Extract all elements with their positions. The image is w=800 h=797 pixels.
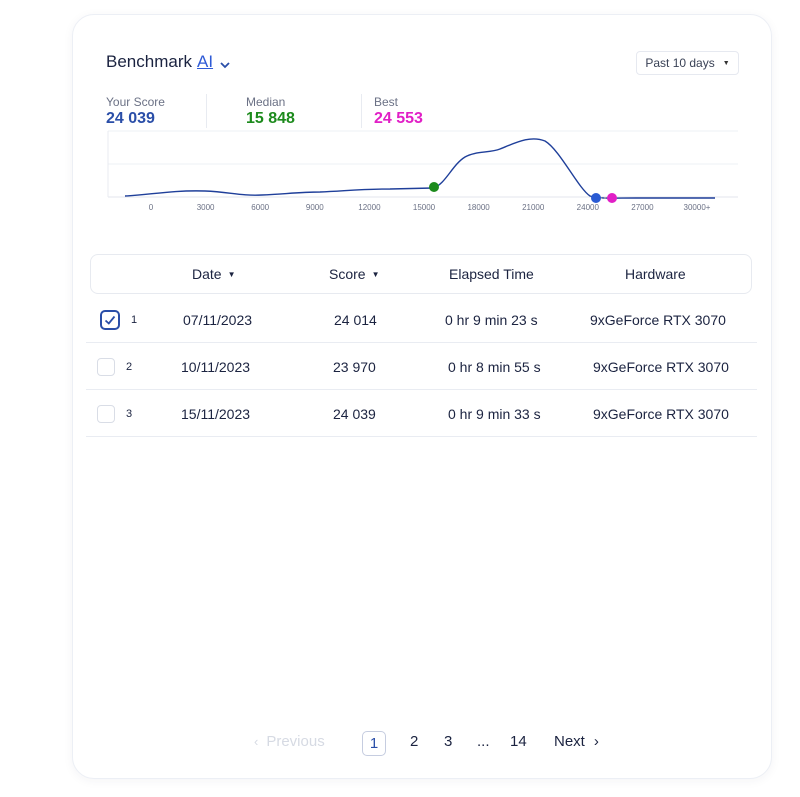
chevron-down-icon[interactable] (219, 56, 231, 69)
column-label: Elapsed Time (449, 266, 534, 282)
row-score: 23 970 (333, 358, 376, 375)
title-text: Benchmark (106, 52, 192, 71)
stat-your-score: Your Score 24 039 (106, 95, 165, 128)
stat-value: 24 553 (374, 110, 423, 127)
stat-value: 15 848 (246, 110, 295, 127)
next-label: Next (554, 733, 585, 750)
caret-down-icon: ▼ (722, 59, 730, 67)
check-icon (104, 315, 116, 325)
divider (206, 94, 207, 128)
row-date: 07/11/2023 (183, 311, 253, 328)
x-tick-label: 12000 (358, 203, 381, 212)
page-button[interactable]: 2 (410, 733, 419, 750)
row-divider (86, 342, 757, 343)
median-marker (429, 182, 439, 192)
benchmark-title: Benchmark AI (106, 52, 231, 72)
row-score: 24 039 (333, 405, 376, 422)
divider (361, 94, 362, 128)
column-date[interactable]: Date ▼ (192, 266, 236, 282)
row-date: 10/11/2023 (181, 358, 251, 375)
page-button[interactable]: 3 (444, 733, 453, 750)
row-index: 2 (126, 360, 133, 373)
page-button[interactable]: 14 (510, 733, 527, 750)
row-elapsed: 0 hr 9 min 33 s (448, 405, 541, 422)
column-label: Date (192, 266, 222, 282)
column-hardware: Hardware (625, 266, 686, 282)
x-tick-label: 15000 (413, 203, 436, 212)
row-hardware: 9xGeForce RTX 3070 (593, 405, 729, 422)
score-distribution-chart: 0 3000 6000 9000 12000 15000 18000 21000 24000 27… (107, 130, 738, 212)
x-tick-label: 18000 (467, 203, 490, 212)
row-divider (86, 436, 757, 437)
stat-label: Best (374, 95, 399, 109)
column-label: Score (329, 266, 366, 282)
next-page-button[interactable]: Next › (554, 733, 599, 750)
your-score-marker (591, 193, 601, 203)
x-tick-label: 27000 (631, 203, 654, 212)
x-tick-label: 24000 (577, 203, 600, 212)
previous-page-button[interactable]: ‹ Previous (254, 733, 325, 750)
sort-down-icon: ▼ (227, 269, 236, 279)
row-divider (86, 389, 757, 390)
x-tick-label: 6000 (251, 203, 269, 212)
stat-label: Median (246, 95, 286, 109)
row-elapsed: 0 hr 8 min 55 s (448, 358, 541, 375)
x-tick-label: 30000+ (684, 203, 711, 212)
row-hardware: 9xGeForce RTX 3070 (593, 358, 729, 375)
page-ellipsis: ... (477, 733, 490, 750)
sort-down-icon: ▼ (371, 269, 380, 279)
stat-median: Median 15 848 (246, 95, 295, 128)
page-button-active[interactable]: 1 (362, 731, 386, 756)
stat-value: 24 039 (106, 110, 155, 127)
stat-best: Best 24 553 (374, 95, 423, 128)
x-tick-label: 3000 (197, 203, 215, 212)
chevron-left-icon: ‹ (254, 734, 259, 749)
row-checkbox[interactable] (100, 309, 120, 330)
row-elapsed: 0 hr 9 min 23 s (445, 311, 538, 328)
column-score[interactable]: Score ▼ (329, 266, 380, 282)
x-tick-label: 9000 (306, 203, 324, 212)
table-header (90, 254, 752, 294)
row-hardware: 9xGeForce RTX 3070 (590, 311, 726, 328)
previous-label: Previous (266, 733, 325, 750)
row-index: 3 (126, 407, 133, 420)
benchmark-type-link[interactable]: AI (196, 52, 214, 71)
column-label: Hardware (625, 266, 686, 282)
row-index: 1 (131, 313, 138, 326)
period-dropdown[interactable]: Past 10 days ▼ (636, 51, 739, 75)
period-label: Past 10 days (645, 56, 715, 70)
table-row[interactable]: 2 10/11/2023 23 970 0 hr 8 min 55 s 9xGe… (90, 343, 757, 390)
table-row[interactable]: 3 15/11/2023 24 039 0 hr 9 min 33 s 9xGe… (90, 390, 757, 437)
row-score: 24 014 (334, 311, 377, 328)
x-tick-label: 21000 (522, 203, 545, 212)
x-tick-label: 0 (149, 203, 154, 212)
row-checkbox[interactable] (97, 357, 115, 376)
benchmark-card (72, 14, 772, 779)
column-elapsed-time: Elapsed Time (449, 266, 534, 282)
row-date: 15/11/2023 (181, 405, 251, 422)
chevron-right-icon: › (593, 733, 599, 750)
row-checkbox[interactable] (97, 404, 115, 423)
best-marker (607, 193, 617, 203)
table-row[interactable]: 1 07/11/2023 24 014 0 hr 9 min 23 s 9xGe… (90, 296, 757, 343)
stat-label: Your Score (106, 95, 165, 109)
distribution-line (124, 138, 715, 199)
